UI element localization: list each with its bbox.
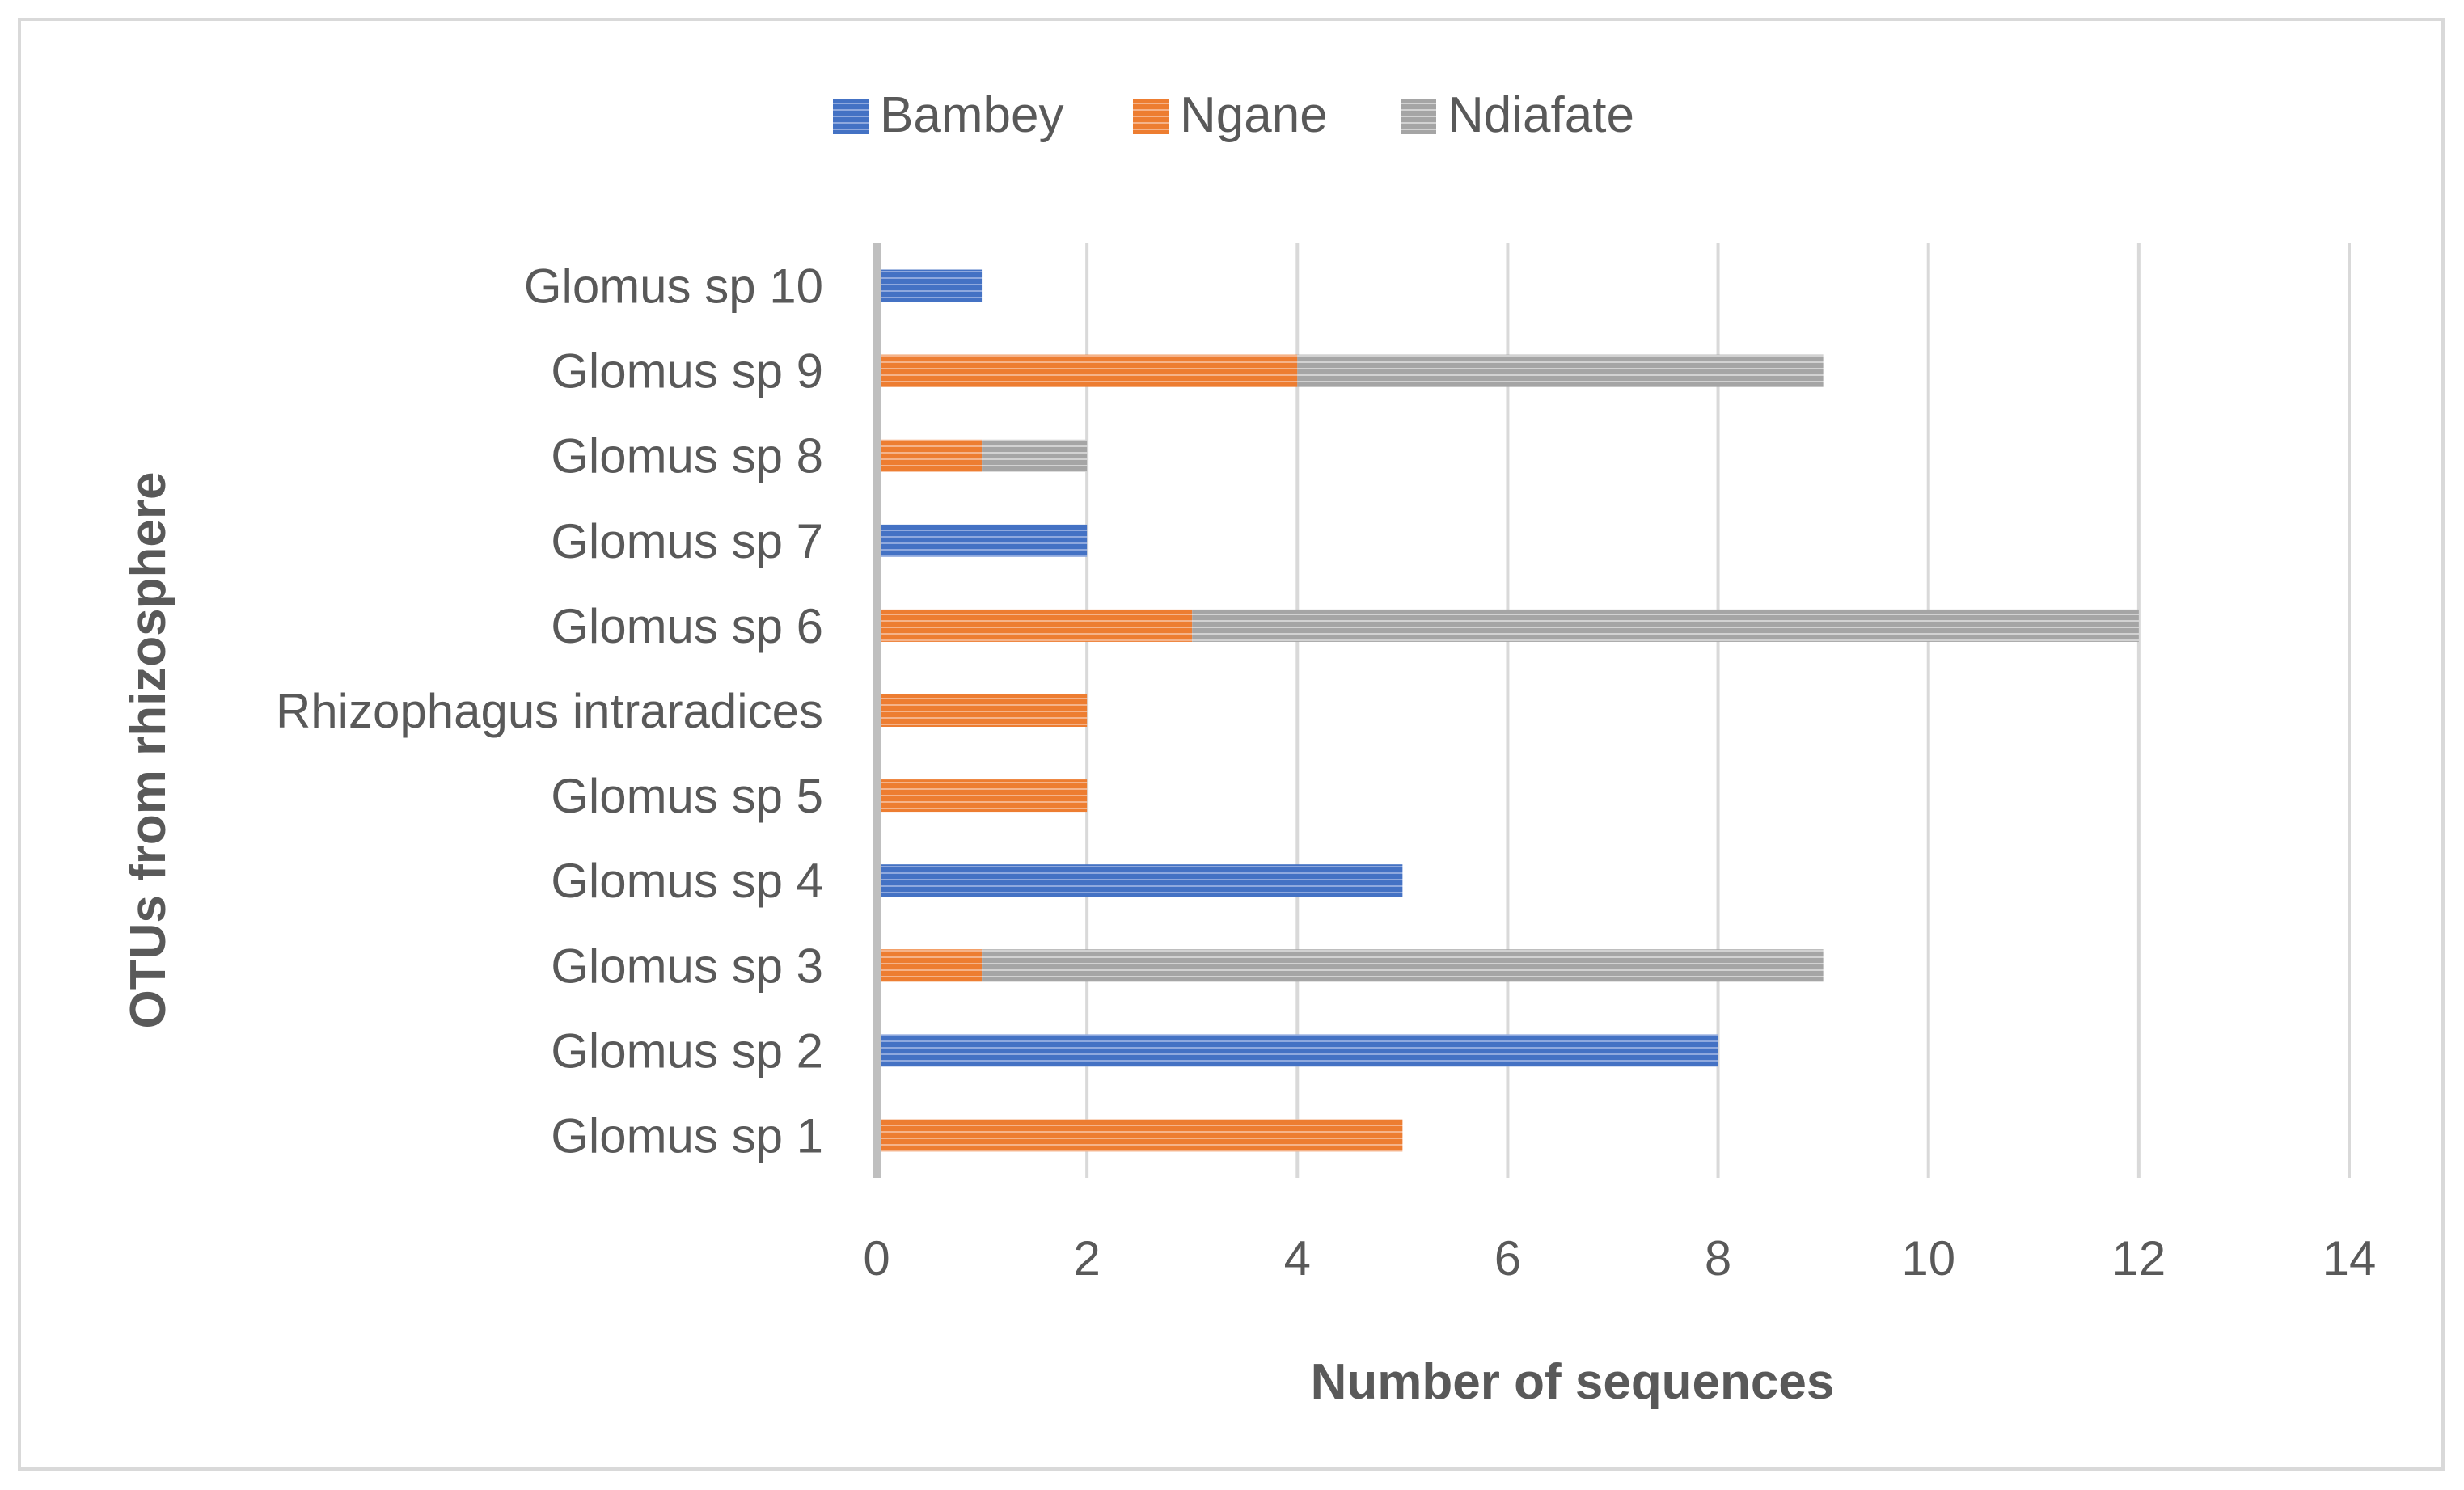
legend-swatch-ndiafate bbox=[1401, 99, 1436, 134]
gridlines bbox=[1085, 243, 2351, 1178]
x-tick-label: 12 bbox=[2111, 1231, 2166, 1285]
x-tick-label: 2 bbox=[1073, 1231, 1100, 1285]
bar-glomus-sp-4-bambey bbox=[877, 864, 1403, 897]
x-tick-label: 14 bbox=[2322, 1231, 2377, 1285]
y-tick-label: Glomus sp 4 bbox=[551, 854, 823, 908]
x-tick-label: 8 bbox=[1705, 1231, 1731, 1285]
x-tick-label: 0 bbox=[863, 1231, 890, 1285]
legend-label-ndiafate: Ndiafate bbox=[1448, 87, 1634, 143]
bar-glomus-sp-3-ngane bbox=[877, 949, 983, 982]
bar-glomus-sp-1-ngane bbox=[877, 1119, 1403, 1152]
legend-item-ndiafate: Ndiafate bbox=[1401, 87, 1634, 143]
bar-glomus-sp-10-bambey bbox=[877, 269, 983, 302]
bar-glomus-sp-8-ndiafate bbox=[982, 439, 1088, 472]
chart-frame: Bambey Ngane Ndiafate 0 2 4 6 8 10 12 14 Glomus s… bbox=[18, 18, 2445, 1471]
stacked-bar-chart: Bambey Ngane Ndiafate 0 2 4 6 8 10 12 14 Glomus s… bbox=[120, 87, 2376, 1410]
legend-swatch-ngane bbox=[1133, 99, 1169, 134]
y-tick-label: Glomus sp 3 bbox=[551, 939, 823, 993]
y-tick-label: Glomus sp 9 bbox=[551, 344, 823, 399]
bar-glomus-sp-6-ndiafate bbox=[1192, 609, 2139, 642]
y-tick-label: Glomus sp 10 bbox=[524, 260, 823, 314]
legend-item-bambey: Bambey bbox=[833, 87, 1063, 143]
y-tick-label: Glomus sp 7 bbox=[551, 514, 823, 568]
x-tick-label: 6 bbox=[1494, 1231, 1521, 1285]
y-tick-label: Glomus sp 2 bbox=[551, 1024, 823, 1078]
y-axis-ticks: Glomus sp 1 Glomus sp 2 Glomus sp 3 Glomus … bbox=[276, 260, 823, 1163]
legend: Bambey Ngane Ndiafate bbox=[833, 87, 1634, 143]
legend-label-ngane: Ngane bbox=[1180, 87, 1328, 143]
legend-swatch-bambey bbox=[833, 99, 869, 134]
bars bbox=[877, 269, 2139, 1152]
x-axis-title: Number of sequences bbox=[1311, 1354, 1835, 1410]
bar-glomus-sp-6-ngane bbox=[877, 609, 1193, 642]
y-tick-label: Glomus sp 1 bbox=[551, 1108, 823, 1163]
legend-item-ngane: Ngane bbox=[1133, 87, 1328, 143]
bar-glomus-sp-5-ngane bbox=[877, 779, 1088, 813]
x-tick-label: 4 bbox=[1284, 1231, 1311, 1285]
legend-label-bambey: Bambey bbox=[880, 87, 1063, 143]
y-tick-label: Glomus sp 6 bbox=[551, 599, 823, 653]
bar-rhizophagus-intraradices-ngane bbox=[877, 694, 1088, 727]
y-axis-title: OTUs from rhizosphere bbox=[120, 472, 176, 1029]
bar-glomus-sp-2-bambey bbox=[877, 1034, 1718, 1067]
y-tick-label: Rhizophagus intraradices bbox=[276, 684, 823, 738]
x-axis-ticks: 0 2 4 6 8 10 12 14 bbox=[863, 1231, 2376, 1285]
bar-glomus-sp-7-bambey bbox=[877, 524, 1088, 557]
bar-glomus-sp-3-ndiafate bbox=[982, 949, 1824, 982]
bar-glomus-sp-8-ngane bbox=[877, 439, 983, 472]
y-tick-label: Glomus sp 5 bbox=[551, 769, 823, 823]
x-tick-label: 10 bbox=[1901, 1231, 1955, 1285]
bar-glomus-sp-9-ndiafate bbox=[1297, 354, 1824, 387]
bar-glomus-sp-9-ngane bbox=[877, 354, 1298, 387]
y-tick-label: Glomus sp 8 bbox=[551, 429, 823, 483]
